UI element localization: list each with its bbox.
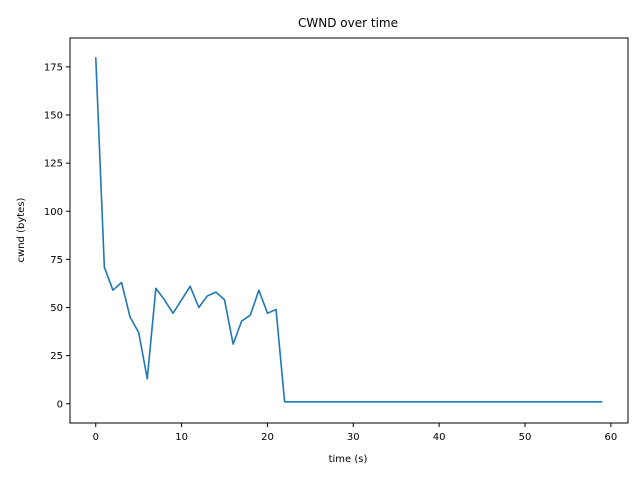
x-tick-label: 50 (519, 432, 532, 443)
y-tick-label: 150 (44, 111, 63, 122)
y-axis-label: cwnd (bytes) (16, 197, 27, 262)
y-axis-ticks: 0 25 50 75 100 125 150 175 (44, 62, 70, 410)
x-tick-label: 40 (433, 432, 446, 443)
plot-area (94, 57, 603, 403)
y-tick-label: 75 (50, 255, 63, 266)
x-tick-label: 20 (261, 432, 274, 443)
y-tick-label: 125 (44, 159, 63, 170)
x-tick-label: 0 (93, 432, 99, 443)
y-tick-label: 175 (44, 62, 63, 73)
x-axis-ticks: 0 10 20 30 40 50 60 (93, 423, 617, 443)
x-tick-label: 30 (347, 432, 360, 443)
x-axis-label: time (s) (329, 454, 368, 465)
chart-title: CWND over time (298, 16, 398, 30)
x-tick-label: 60 (604, 432, 617, 443)
cwnd-series-line-0 (94, 57, 603, 403)
y-tick-label: 25 (50, 351, 63, 362)
y-tick-label: 100 (44, 207, 63, 218)
y-tick-label: 50 (50, 303, 63, 314)
axes-frame (69, 37, 629, 424)
x-tick-label: 10 (175, 432, 188, 443)
y-tick-label: 0 (57, 399, 63, 410)
